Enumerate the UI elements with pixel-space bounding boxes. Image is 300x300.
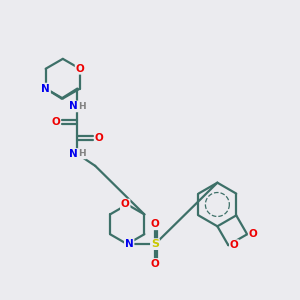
- Text: H: H: [79, 102, 86, 111]
- Text: N: N: [69, 149, 78, 159]
- Text: N: N: [69, 101, 78, 111]
- Text: N: N: [125, 239, 134, 249]
- Text: O: O: [121, 200, 130, 209]
- Text: S: S: [151, 239, 159, 249]
- Text: O: O: [95, 133, 103, 143]
- Text: O: O: [76, 64, 84, 74]
- Text: O: O: [151, 219, 159, 229]
- Text: H: H: [79, 149, 86, 158]
- Text: O: O: [151, 259, 159, 269]
- Text: O: O: [249, 229, 257, 239]
- Text: O: O: [51, 117, 60, 127]
- Text: O: O: [230, 240, 239, 250]
- Text: N: N: [41, 84, 50, 94]
